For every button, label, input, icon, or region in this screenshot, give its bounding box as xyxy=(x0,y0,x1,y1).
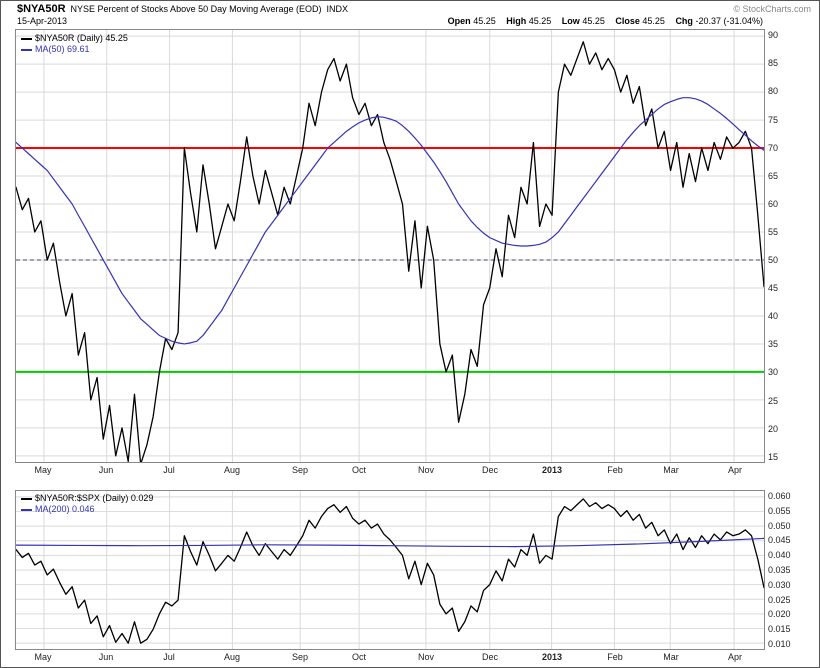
legend-ma50-label: MA(50) 69.61 xyxy=(35,44,90,54)
legend-ma200-label: MA(200) 0.046 xyxy=(35,504,95,514)
close-value: 45.25 xyxy=(642,16,665,26)
x-tick-label: Aug xyxy=(223,465,240,475)
symbol-label: $NYA50R xyxy=(17,3,66,15)
x-tick-label: Mar xyxy=(663,465,679,475)
x-tick-label: Feb xyxy=(607,652,623,662)
x-tick-label: Apr xyxy=(727,652,742,662)
y-tick-label: 55 xyxy=(768,226,779,237)
ratio-chart-panel xyxy=(15,490,765,650)
x-tick-label: Dec xyxy=(481,465,498,475)
legend-price-label: $NYA50R (Daily) 45.25 xyxy=(35,33,128,43)
close-label: Close xyxy=(615,16,640,26)
y-tick-label: 0.020 xyxy=(768,609,791,620)
open-label: Open xyxy=(447,16,471,26)
main-chart-legend: $NYA50R (Daily) 45.25 MA(50) 69.61 xyxy=(21,33,128,55)
x-tick-label: Oct xyxy=(352,652,367,662)
x-tick-label: Sep xyxy=(291,652,308,662)
y-tick-label: 0.010 xyxy=(768,639,791,650)
x-tick-label: May xyxy=(34,465,52,475)
chart-date: 15-Apr-2013 xyxy=(17,16,68,26)
y-tick-label: 0.055 xyxy=(768,505,791,516)
y-tick-label: 0.060 xyxy=(768,490,791,501)
legend-ratio-label: $NYA50R:$SPX (Daily) 0.029 xyxy=(35,493,154,503)
x-tick-label: 2013 xyxy=(541,465,563,475)
chg-value: -20.37 (-31.04%) xyxy=(695,16,763,26)
y-tick-label: 70 xyxy=(768,142,779,153)
x-tick-label: Sep xyxy=(291,465,308,475)
low-label: Low xyxy=(561,16,580,26)
x-tick-label: Aug xyxy=(223,652,240,662)
x-tick-label: Jul xyxy=(163,652,175,662)
x-tick-label: Apr xyxy=(727,465,742,475)
high-label: High xyxy=(506,16,527,26)
x-tick-label: Jul xyxy=(163,465,175,475)
y-tick-label: 75 xyxy=(768,114,779,125)
x-tick-label: May xyxy=(34,652,52,662)
y-tick-label: 60 xyxy=(768,198,779,209)
open-value: 45.25 xyxy=(473,16,496,26)
ratio-chart-canvas xyxy=(16,491,764,649)
price-line-swatch-icon xyxy=(21,37,32,40)
ratio-line-swatch-icon xyxy=(21,497,32,500)
x-tick-label: Nov xyxy=(417,652,434,662)
y-tick-label: 85 xyxy=(768,58,779,69)
x-tick-label: Jun xyxy=(98,465,114,475)
y-tick-label: 65 xyxy=(768,170,779,181)
y-tick-label: 0.050 xyxy=(768,520,791,531)
y-tick-label: 0.045 xyxy=(768,535,791,546)
legend-ma200-series: MA(200) 0.046 xyxy=(21,504,153,515)
x-tick-label: Nov xyxy=(417,465,434,475)
legend-ma50-series: MA(50) 69.61 xyxy=(21,44,128,55)
y-tick-label: 80 xyxy=(768,86,779,97)
x-tick-label: Mar xyxy=(663,652,679,662)
main-chart-panel xyxy=(15,29,765,463)
chart-title: NYSE Percent of Stocks Above 50 Day Movi… xyxy=(70,4,322,14)
main-chart-canvas xyxy=(16,30,764,462)
high-value: 45.25 xyxy=(528,16,552,26)
x-tick-label: Dec xyxy=(481,652,498,662)
copyright-label: © StockCharts.com xyxy=(733,4,811,14)
chart-header: $NYA50R NYSE Percent of Stocks Above 50 D… xyxy=(17,3,348,15)
y-tick-label: 90 xyxy=(768,30,779,41)
legend-ratio-series: $NYA50R:$SPX (Daily) 0.029 xyxy=(21,493,153,504)
y-tick-label: 25 xyxy=(768,395,779,406)
y-tick-label: 0.035 xyxy=(768,565,791,575)
legend-price-series: $NYA50R (Daily) 45.25 xyxy=(21,33,128,44)
y-tick-label: 0.025 xyxy=(768,594,791,605)
y-tick-label: 35 xyxy=(768,339,779,350)
x-tick-label: 2013 xyxy=(541,652,563,662)
x-tick-label: Oct xyxy=(352,465,367,475)
low-value: 45.25 xyxy=(582,16,605,26)
y-tick-label: 30 xyxy=(768,367,779,378)
y-tick-label: 15 xyxy=(768,451,779,462)
ratio-chart-legend: $NYA50R:$SPX (Daily) 0.029 MA(200) 0.046 xyxy=(21,493,153,515)
y-tick-label: 0.015 xyxy=(768,624,791,635)
y-tick-label: 0.040 xyxy=(768,550,791,561)
ma200-line-swatch-icon xyxy=(21,508,32,511)
quote-summary: Open 45.25 High 45.25 Low 45.25 Close 45… xyxy=(448,16,763,26)
y-tick-label: 0.030 xyxy=(768,579,791,590)
x-tick-label: Jun xyxy=(98,652,114,662)
y-tick-label: 45 xyxy=(768,283,779,294)
ma50-line-swatch-icon xyxy=(21,48,32,51)
y-tick-label: 50 xyxy=(768,255,779,266)
exchange-label: INDX xyxy=(326,4,348,14)
y-tick-label: 40 xyxy=(768,311,779,322)
y-tick-label: 20 xyxy=(768,423,779,434)
x-tick-label: Feb xyxy=(607,465,623,475)
chg-label: Chg xyxy=(675,16,693,26)
